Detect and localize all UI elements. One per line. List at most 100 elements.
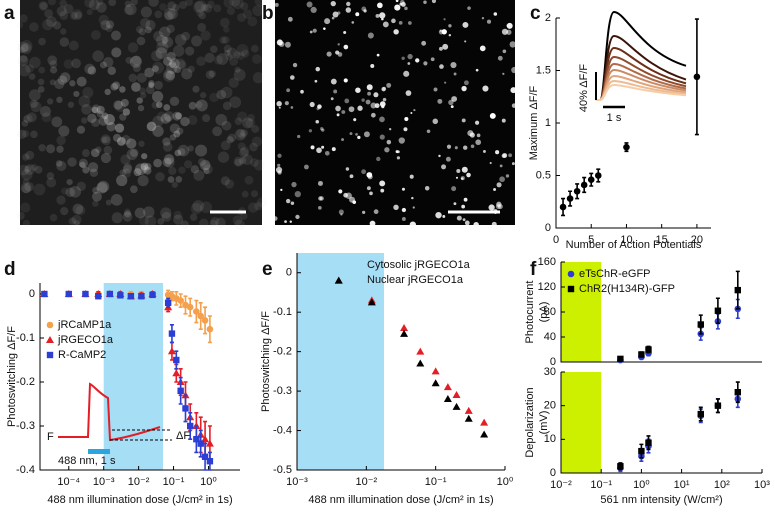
cell (50, 66, 58, 74)
cell (28, 73, 36, 80)
cell (330, 97, 334, 101)
cell (128, 73, 138, 83)
cell (140, 92, 147, 99)
y-tick-label: 120 (538, 281, 556, 293)
panel-label: d (4, 259, 16, 280)
cell (21, 39, 33, 52)
cell (154, 80, 163, 90)
cell (405, 90, 412, 96)
cell (49, 79, 56, 86)
cell (131, 82, 141, 92)
cell (96, 105, 105, 114)
x-tick-label: 10⁻² (550, 479, 572, 491)
cell (177, 60, 187, 70)
marker-circle (201, 317, 209, 324)
cell (172, 3, 180, 12)
cell (163, 70, 175, 82)
cell (169, 58, 180, 69)
cell (441, 164, 447, 170)
cell (430, 57, 435, 62)
marker-square (734, 389, 741, 396)
cell (340, 213, 343, 216)
x-tick-label: 10⁻¹ (590, 479, 612, 491)
cell (315, 66, 320, 72)
cell (196, 9, 204, 17)
cell (24, 181, 35, 192)
cell (221, 120, 232, 131)
cell (510, 87, 517, 94)
cell (154, 10, 163, 19)
cell (175, 176, 183, 183)
cell (290, 75, 295, 80)
cell (451, 96, 458, 102)
cell (173, 210, 182, 220)
y-axis-label: Depolarization (524, 387, 536, 457)
cell (95, 146, 102, 153)
marker-circle (177, 297, 184, 304)
cell (59, 10, 69, 20)
cell (225, 53, 233, 61)
cell (448, 24, 452, 28)
cell (341, 110, 346, 114)
cell (345, 192, 352, 199)
marker-circle (587, 176, 595, 183)
cell (229, 96, 242, 109)
cell (195, 99, 208, 112)
cell (161, 36, 169, 44)
cell (464, 220, 470, 226)
cell (140, 164, 150, 173)
cell (345, 167, 350, 171)
cell (113, 133, 122, 142)
cell (228, 77, 239, 88)
cell (79, 161, 86, 168)
cell (511, 66, 518, 74)
y-tick-label: -0.3 (16, 420, 35, 432)
cell (96, 182, 108, 194)
cell (90, 30, 101, 40)
x-tick-label: 10¹ (674, 479, 690, 491)
cell (197, 22, 207, 32)
cell (317, 180, 323, 186)
cell (138, 28, 146, 36)
cell (216, 89, 227, 100)
micrograph (16, 0, 267, 231)
marker-square (645, 346, 652, 353)
cell (166, 24, 175, 33)
cell (49, 213, 58, 222)
cell (162, 137, 171, 146)
cell (399, 0, 405, 5)
marker-triangle (480, 418, 489, 426)
y-axis-label: Photoswitching ΔF/F (6, 326, 18, 427)
cell (331, 147, 336, 152)
y-axis-label: Photocurrent (524, 281, 536, 344)
cell (338, 209, 344, 215)
cell (178, 0, 188, 10)
cell (363, 9, 367, 13)
cell (30, 130, 38, 139)
x-tick-label: 10⁰ (633, 479, 650, 491)
y-tick-label: 2 (545, 12, 551, 24)
cell (438, 154, 441, 158)
cell (136, 97, 143, 104)
cell (163, 7, 176, 20)
cell (212, 126, 223, 137)
marker-square (138, 293, 145, 300)
cell (335, 105, 341, 112)
marker-triangle (443, 383, 452, 391)
cell (410, 111, 413, 115)
cell (76, 76, 87, 87)
cell (156, 35, 168, 47)
cell (379, 12, 386, 19)
cell (236, 128, 246, 138)
cell (454, 146, 458, 150)
cell (76, 181, 86, 191)
cell (191, 35, 202, 47)
cell (461, 118, 466, 123)
cell (82, 87, 94, 98)
cell (63, 59, 74, 69)
cell (25, 150, 35, 160)
cell (463, 197, 468, 202)
cell (213, 55, 223, 65)
cell (252, 5, 264, 17)
cell (241, 190, 249, 198)
